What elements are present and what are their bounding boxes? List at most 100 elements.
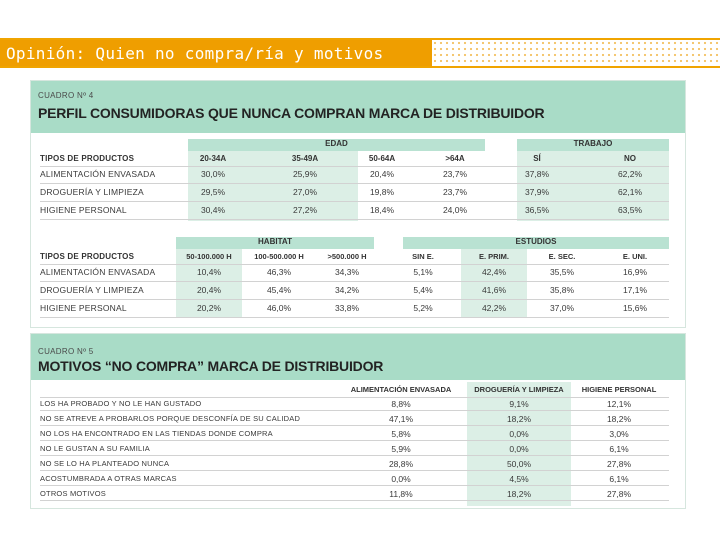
cuadro5-value: 27,8%: [606, 489, 632, 499]
table2-value: 16,9%: [622, 267, 648, 277]
table2-value: 20,2%: [196, 303, 222, 313]
table2-value: 46,0%: [266, 303, 292, 313]
table1-row-rule: [40, 219, 669, 220]
cuadro5-col-header: HIGIENE PERSONAL: [581, 385, 657, 394]
cuadro5-value: 18,2%: [506, 414, 532, 424]
table2-value: 46,3%: [266, 267, 292, 277]
table2-row-label: DROGUERÍA Y LIMPIEZA: [40, 285, 144, 295]
cuadro5-row-label: LOS HA PROBADO Y NO LE HAN GUSTADO: [40, 399, 202, 408]
table2-col-header: E. UNI.: [622, 252, 648, 261]
table2-value: 17,1%: [622, 285, 648, 295]
cuadro5-row-rule: [40, 410, 669, 411]
table1-value: 62,1%: [617, 187, 643, 197]
cuadro-4-header: CUADRO Nº 4 PERFIL CONSUMIDORAS QUE NUNC…: [31, 81, 685, 133]
table2-value: 45,4%: [266, 285, 292, 295]
table1-row-label: DROGUERÍA Y LIMPIEZA: [40, 187, 144, 197]
table2-value: 15,6%: [622, 303, 648, 313]
table2-row-rule: [40, 281, 669, 282]
table2-col-header: 50-100.000 H: [186, 252, 232, 261]
table1-row-rule: [40, 183, 669, 184]
cuadro5-col-header: ALIMENTACIÓN ENVASADA: [350, 385, 452, 394]
table2-value: 5,2%: [413, 303, 433, 313]
table2-row-label: HIGIENE PERSONAL: [40, 303, 127, 313]
table2-value: 34,3%: [334, 267, 360, 277]
table1-col-header: 20-34A: [199, 154, 227, 163]
table2-value: 34,2%: [334, 285, 360, 295]
table2-value: 42,2%: [481, 303, 507, 313]
cuadro5-value: 3,0%: [609, 429, 629, 439]
table1-shade-edad: [188, 151, 358, 221]
table2-shade-estudios: [461, 249, 527, 317]
table1-value: 24,0%: [442, 205, 468, 215]
table2-header-rule: [40, 264, 669, 265]
group-trabajo: TRABAJO: [573, 139, 613, 148]
cuadro5-value: 12,1%: [606, 399, 632, 409]
cuadro5-row-rule: [40, 470, 669, 471]
table2-value: 37,0%: [549, 303, 575, 313]
cuadro5-row-label: ACOSTUMBRADA A OTRAS MARCAS: [40, 474, 177, 483]
table1-col-tipos: TIPOS DE PRODUCTOS: [40, 154, 135, 163]
table1-col-header: >64A: [445, 154, 465, 163]
table1-row-label: ALIMENTACIÓN ENVASADA: [40, 169, 156, 179]
table1-value: 23,7%: [442, 187, 468, 197]
table2-value: 5,1%: [413, 267, 433, 277]
cuadro5-value: 0,0%: [509, 429, 529, 439]
table2-value: 35,8%: [549, 285, 575, 295]
cuadro5-value: 27,8%: [606, 459, 632, 469]
table1-value: 25,9%: [292, 169, 318, 179]
table1-value: 30,4%: [200, 205, 226, 215]
table2-col-header: E. SEC.: [548, 252, 576, 261]
group-habitat: HABITAT: [258, 237, 292, 246]
cuadro-4-title: PERFIL CONSUMIDORAS QUE NUNCA COMPRAN MA…: [38, 105, 545, 121]
table2-row-label: ALIMENTACIÓN ENVASADA: [40, 267, 156, 277]
cuadro-4-label: CUADRO Nº 4: [38, 91, 94, 100]
cuadro5-value: 0,0%: [509, 444, 529, 454]
table2-row-rule: [40, 299, 669, 300]
table1-value: 27,2%: [292, 205, 318, 215]
title-bar-dot-pattern: [432, 40, 720, 66]
table2-value: 33,8%: [334, 303, 360, 313]
cuadro5-value: 5,8%: [391, 429, 411, 439]
table2-col-header: 100-500.000 H: [254, 252, 304, 261]
table1-value: 37,9%: [524, 187, 550, 197]
table1-value: 29,5%: [200, 187, 226, 197]
table1-shade-trabajo: [517, 151, 669, 221]
table1-value: 23,7%: [442, 169, 468, 179]
group-estudios: ESTUDIOS: [515, 237, 557, 246]
estudios-header-band: [403, 237, 669, 249]
trabajo-header-band: [517, 139, 669, 151]
table2-value: 42,4%: [481, 267, 507, 277]
table1-value: 20,4%: [369, 169, 395, 179]
cuadro5-value: 50,0%: [506, 459, 532, 469]
cuadro5-row-rule: [40, 485, 669, 486]
title-bar-fill: [0, 40, 432, 66]
table1-col-header: NO: [624, 154, 636, 163]
table2-col-tipos: TIPOS DE PRODUCTOS: [40, 252, 135, 261]
cuadro5-value: 18,2%: [506, 489, 532, 499]
table2-value: 20,4%: [196, 285, 222, 295]
cuadro5-value: 11,8%: [389, 489, 413, 499]
table1-value: 30,0%: [200, 169, 226, 179]
table2-value: 41,6%: [481, 285, 507, 295]
table1-col-header: SÍ: [533, 154, 541, 163]
cuadro5-row-label: NO SE LO HA PLANTEADO NUNCA: [40, 459, 170, 468]
cuadro5-header-rule: [40, 397, 669, 398]
cuadro5-value: 6,1%: [609, 444, 629, 454]
cuadro5-row-rule: [40, 500, 669, 501]
cuadro-5-title: MOTIVOS “NO COMPRA” MARCA DE DISTRIBUIDO…: [38, 358, 384, 374]
table1-col-header: 50-64A: [368, 154, 396, 163]
table2-value: 10,4%: [196, 267, 222, 277]
cuadro5-col-header: DROGUERÍA Y LIMPIEZA: [474, 385, 564, 394]
cuadro5-row-rule: [40, 425, 669, 426]
cuadro5-row-rule: [40, 455, 669, 456]
cuadro5-row-label: OTROS MOTIVOS: [40, 489, 106, 498]
table2-col-header: >500.000 H: [327, 252, 367, 261]
table2-value: 35,5%: [549, 267, 575, 277]
table2-col-header: E. PRIM.: [478, 252, 509, 261]
table1-row-label: HIGIENE PERSONAL: [40, 205, 127, 215]
table2-value: 5,4%: [413, 285, 433, 295]
table1-value: 62,2%: [617, 169, 643, 179]
table1-value: 27,0%: [292, 187, 318, 197]
cuadro5-row-rule: [40, 440, 669, 441]
cuadro5-value: 6,1%: [609, 474, 629, 484]
